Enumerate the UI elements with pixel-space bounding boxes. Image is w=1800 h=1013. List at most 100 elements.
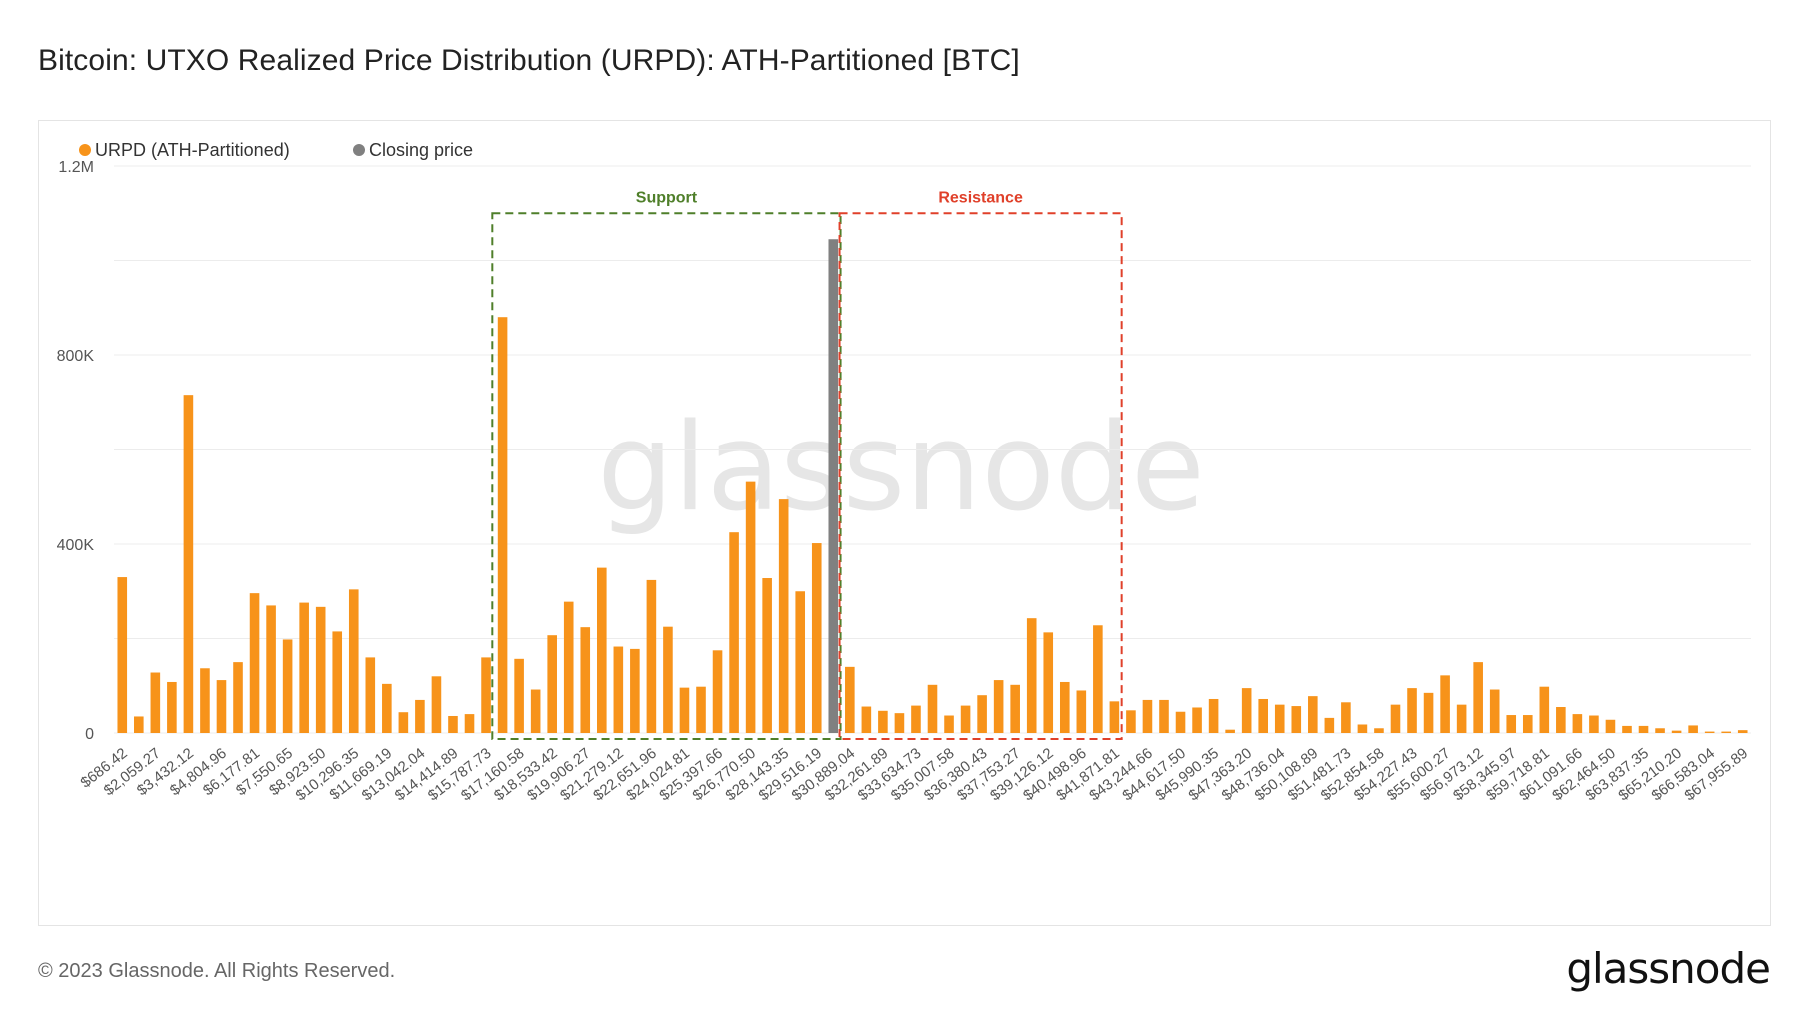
urpd-bar [1010, 684, 1020, 733]
urpd-bar [696, 686, 706, 733]
urpd-bar [1208, 698, 1219, 733]
bar-series [117, 239, 1748, 734]
urpd-bar [1093, 625, 1103, 733]
urpd-bar [348, 589, 359, 733]
urpd-bar [1308, 696, 1318, 733]
urpd-bar [613, 646, 624, 733]
resistance-label: Resistance [938, 189, 1023, 206]
urpd-bar [282, 639, 293, 733]
legend-label-closing-price[interactable]: Closing price [369, 140, 473, 160]
support-label: Support [636, 189, 698, 206]
urpd-bar [1539, 686, 1550, 733]
urpd-bar [1341, 702, 1351, 733]
urpd-bar [415, 699, 425, 733]
urpd-bar [332, 631, 343, 733]
copyright-notice: © 2023 Glassnode. All Rights Reserved. [38, 960, 396, 982]
urpd-bar [1671, 730, 1682, 733]
urpd-bar [448, 715, 458, 733]
urpd-bar [1638, 725, 1649, 733]
urpd-bar [1390, 704, 1401, 733]
urpd-bar [1059, 681, 1070, 733]
urpd-bar [1043, 632, 1054, 733]
legend-label-urpd[interactable]: URPD (ATH-Partitioned) [95, 140, 290, 160]
urpd-bar [266, 605, 276, 733]
urpd-bar [762, 578, 772, 733]
glassnode-watermark: glassnode [597, 399, 1205, 538]
urpd-bar-chart: glassnode 0 400K 800K 1.2M Support Resistanc… [57, 140, 1752, 805]
urpd-bar [1225, 729, 1235, 733]
urpd-bar [1175, 711, 1186, 733]
urpd-bar [547, 635, 557, 733]
urpd-bar [861, 706, 872, 733]
legend-dot-urpd [79, 144, 91, 156]
y-axis-ticks: 0 400K 800K 1.2M [57, 159, 95, 743]
glassnode-logo[interactable]: glassnode [1566, 944, 1771, 993]
urpd-bar [1556, 707, 1566, 733]
urpd-bar [630, 648, 640, 733]
urpd-bar [1109, 701, 1120, 733]
urpd-bar [1407, 688, 1417, 733]
legend: URPD (ATH-Partitioned) Closing price [79, 140, 473, 160]
urpd-bar [778, 499, 789, 733]
urpd-bar [1572, 714, 1583, 733]
urpd-bar [663, 626, 673, 733]
urpd-bar [216, 680, 227, 733]
y-tick-label: 400K [57, 537, 95, 554]
urpd-bar [878, 710, 888, 733]
urpd-bar [315, 606, 326, 733]
urpd-bar [1721, 731, 1731, 733]
urpd-bar [514, 658, 524, 733]
urpd-bar [1374, 728, 1384, 733]
urpd-bar [679, 687, 690, 733]
urpd-bar [1737, 730, 1748, 733]
urpd-bar [1291, 706, 1302, 733]
urpd-bar [795, 591, 806, 733]
urpd-bar [1026, 618, 1037, 733]
x-axis-ticks: $686.42$2,059.27$3,432.12$4,804.96$6,177… [78, 745, 1752, 805]
urpd-bar [1622, 725, 1632, 733]
urpd-bar [134, 716, 144, 733]
urpd-bar [464, 714, 475, 733]
urpd-bar [398, 712, 409, 733]
urpd-bar [977, 695, 987, 733]
urpd-bar [365, 657, 376, 733]
urpd-bar [1142, 699, 1153, 733]
legend-dot-closing-price [353, 144, 365, 156]
urpd-bar [580, 627, 591, 733]
urpd-bar [117, 577, 128, 733]
urpd-bar [811, 543, 822, 733]
urpd-bar [646, 579, 657, 733]
urpd-bar [1506, 715, 1517, 733]
urpd-bar [200, 668, 210, 733]
urpd-bar [563, 601, 574, 733]
urpd-bar [1704, 731, 1715, 733]
urpd-bar [712, 650, 723, 733]
closing-price-bar [828, 239, 839, 734]
urpd-bar [167, 681, 177, 733]
urpd-bar [1274, 704, 1285, 733]
urpd-bar [249, 593, 260, 733]
urpd-bar [1324, 717, 1335, 733]
resistance-box [838, 212, 1123, 740]
urpd-bar [1076, 690, 1087, 733]
urpd-bar [960, 705, 971, 733]
urpd-bar [1655, 728, 1665, 733]
urpd-bar [911, 705, 921, 733]
urpd-bar [150, 672, 161, 733]
urpd-bar [1241, 688, 1252, 733]
urpd-bar [183, 395, 194, 733]
urpd-bar [1589, 715, 1599, 733]
urpd-bar [233, 662, 243, 733]
urpd-bar [530, 689, 541, 733]
urpd-bar [1192, 707, 1202, 733]
urpd-bar [1159, 699, 1169, 733]
urpd-bar [431, 676, 442, 733]
urpd-bar [944, 715, 954, 733]
urpd-bar [382, 683, 392, 733]
y-tick-label: 800K [57, 348, 95, 365]
urpd-bar [299, 602, 309, 733]
urpd-bar [1522, 715, 1533, 733]
y-tick-label: 1.2M [58, 159, 94, 176]
urpd-bar [596, 567, 607, 733]
urpd-bar [845, 666, 855, 733]
